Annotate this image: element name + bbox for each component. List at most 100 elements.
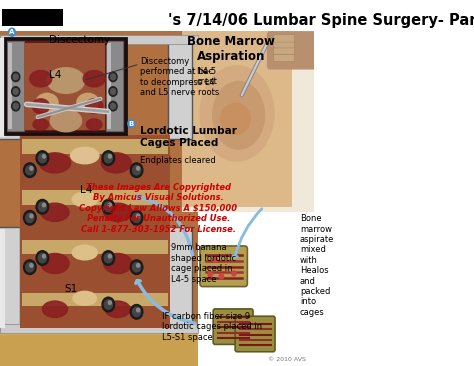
Circle shape (24, 210, 36, 225)
Circle shape (13, 74, 18, 80)
FancyBboxPatch shape (25, 43, 105, 130)
Text: These Images Are Copyrighted
By Amicus Visual Solutions.
Copyright Law Allows A : These Images Are Copyrighted By Amicus V… (80, 183, 237, 234)
Circle shape (102, 251, 115, 265)
Circle shape (137, 167, 140, 170)
Circle shape (13, 103, 18, 109)
Ellipse shape (47, 68, 85, 93)
FancyBboxPatch shape (0, 37, 20, 139)
Text: Lordotic Lumbar
Cages Placed: Lordotic Lumbar Cages Placed (140, 126, 237, 148)
FancyBboxPatch shape (22, 139, 168, 154)
FancyBboxPatch shape (0, 0, 314, 31)
Ellipse shape (83, 70, 105, 87)
FancyBboxPatch shape (274, 35, 294, 42)
Ellipse shape (77, 93, 99, 112)
Circle shape (133, 213, 141, 223)
FancyBboxPatch shape (200, 246, 247, 287)
FancyBboxPatch shape (22, 293, 168, 306)
Ellipse shape (101, 153, 131, 173)
Circle shape (36, 151, 49, 165)
Circle shape (130, 305, 143, 319)
Circle shape (213, 257, 217, 262)
Circle shape (104, 300, 112, 309)
Circle shape (110, 74, 116, 80)
Circle shape (12, 87, 20, 96)
FancyBboxPatch shape (0, 333, 198, 366)
Circle shape (9, 28, 15, 36)
FancyBboxPatch shape (182, 31, 314, 212)
Circle shape (109, 87, 117, 96)
Text: 9mm banana
shaped lordotic
cage placed in
L4-5 space: 9mm banana shaped lordotic cage placed i… (171, 243, 236, 284)
Circle shape (133, 165, 141, 175)
Ellipse shape (41, 253, 69, 274)
Ellipse shape (72, 245, 97, 260)
Text: Bone Marrow
Aspiration: Bone Marrow Aspiration (187, 35, 275, 63)
Circle shape (104, 153, 112, 163)
FancyBboxPatch shape (9, 43, 12, 129)
Ellipse shape (42, 301, 67, 317)
Circle shape (42, 254, 46, 258)
Text: Discectomy
performed at L4-5
to decompress L4
and L5 nerve roots: Discectomy performed at L4-5 to decompre… (140, 57, 219, 97)
Text: S1: S1 (64, 284, 77, 294)
Circle shape (137, 308, 140, 312)
FancyBboxPatch shape (168, 37, 191, 139)
Circle shape (219, 274, 224, 279)
Ellipse shape (41, 203, 69, 221)
Circle shape (102, 199, 115, 214)
Circle shape (232, 271, 236, 276)
Text: L4: L4 (80, 185, 92, 195)
Circle shape (30, 167, 33, 170)
FancyBboxPatch shape (235, 316, 275, 352)
FancyBboxPatch shape (0, 38, 5, 137)
FancyBboxPatch shape (0, 324, 198, 333)
FancyBboxPatch shape (5, 38, 126, 134)
Ellipse shape (32, 99, 49, 113)
Text: Endplates cleared: Endplates cleared (140, 156, 216, 165)
Circle shape (130, 163, 143, 178)
Text: B: B (128, 121, 134, 127)
FancyBboxPatch shape (7, 41, 24, 131)
Circle shape (109, 301, 111, 305)
Text: L4: L4 (49, 70, 61, 79)
FancyBboxPatch shape (0, 229, 5, 328)
Text: 's 7/14/06 Lumbar Spine Surgery- Part 2: 's 7/14/06 Lumbar Spine Surgery- Part 2 (168, 13, 474, 28)
Ellipse shape (50, 110, 82, 132)
Circle shape (38, 253, 46, 263)
Circle shape (36, 251, 49, 265)
Circle shape (24, 163, 36, 178)
Text: IF carbon fiber size 9
lordotic cages placed in
L5-S1 space: IF carbon fiber size 9 lordotic cages pl… (162, 312, 262, 341)
Text: Discectomy: Discectomy (49, 35, 110, 45)
Circle shape (109, 101, 117, 111)
Ellipse shape (85, 99, 103, 113)
FancyBboxPatch shape (0, 324, 198, 335)
Circle shape (38, 153, 46, 163)
FancyBboxPatch shape (213, 309, 253, 344)
Ellipse shape (39, 153, 71, 173)
Ellipse shape (72, 192, 97, 207)
Circle shape (102, 151, 115, 165)
FancyBboxPatch shape (274, 54, 294, 61)
FancyBboxPatch shape (0, 35, 198, 44)
FancyBboxPatch shape (0, 31, 198, 366)
Circle shape (133, 307, 141, 317)
Circle shape (42, 203, 46, 207)
Circle shape (30, 264, 33, 267)
Circle shape (128, 120, 135, 128)
Ellipse shape (71, 147, 99, 164)
FancyBboxPatch shape (182, 31, 292, 207)
Ellipse shape (30, 70, 52, 87)
FancyBboxPatch shape (7, 41, 123, 131)
Ellipse shape (36, 93, 58, 112)
Circle shape (133, 262, 141, 272)
Ellipse shape (200, 66, 274, 161)
Circle shape (102, 297, 115, 312)
Circle shape (42, 154, 46, 158)
FancyBboxPatch shape (274, 47, 294, 54)
Ellipse shape (220, 103, 250, 134)
Circle shape (24, 260, 36, 274)
Circle shape (12, 101, 20, 111)
FancyBboxPatch shape (20, 135, 170, 328)
Ellipse shape (73, 291, 97, 305)
Ellipse shape (104, 203, 132, 221)
FancyBboxPatch shape (0, 227, 20, 329)
Text: Iliac
crest: Iliac crest (196, 67, 217, 86)
